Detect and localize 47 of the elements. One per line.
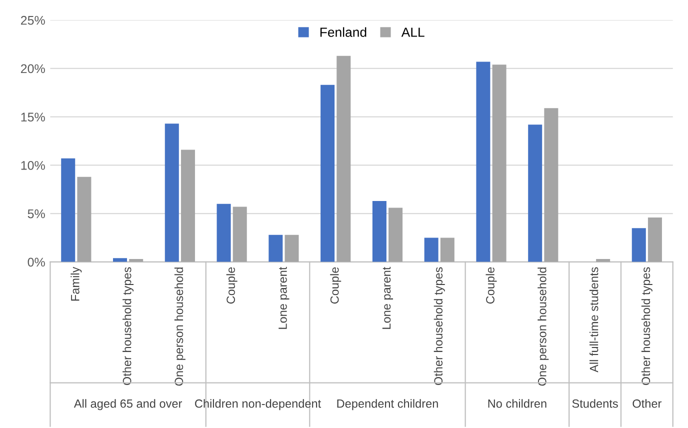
bar [648,217,662,262]
bar [216,204,231,262]
bar [528,124,542,262]
y-tick-label: 20% [20,64,45,74]
bar [61,158,76,262]
bar [268,234,283,262]
bar [492,64,506,262]
text: All aged 65 and over [74,399,182,410]
bar [388,208,403,262]
bar [77,176,92,262]
x-tick-label: All full-time students [590,267,598,372]
x-tick-label: Other household types [641,267,652,386]
y-tick-label: 25% [20,16,45,25]
y-tick-label: 5% [28,209,45,218]
text: Dependent children [337,399,438,410]
legend-label: Fenland [320,27,366,37]
text: Other [632,399,662,408]
bar [113,258,128,262]
bar [632,228,646,262]
x-tick-label: Couple [330,267,342,304]
x-tick-label: One person household [174,268,186,386]
bar [284,234,299,262]
y-tick-label: 10% [21,161,45,170]
bar [372,200,386,262]
bar [320,84,335,262]
x-tick-label: Family [70,266,82,301]
y-tick-label: 15% [21,112,45,122]
x-tick-label: Lone parent [278,266,290,329]
text: No children [488,399,546,408]
legend-label: ALL [401,28,424,37]
x-tick-label: Couple [226,267,238,304]
x-tick-label: Couple [486,267,497,304]
x-tick-label: Lone parent [382,266,393,329]
bar [232,206,247,262]
bar [440,238,454,262]
bar [180,150,195,262]
bar [336,56,351,262]
text: Children non-dependent [195,399,322,410]
bar [544,108,558,262]
bar [424,238,438,262]
bar [164,124,179,262]
x-tick-label: Other household types [434,267,445,386]
bar [476,62,490,262]
x-tick-label: One person household [538,268,549,386]
x-tick-label: Other household types [122,267,134,386]
text: Students [572,399,618,408]
y-tick-label: 0% [28,258,45,267]
